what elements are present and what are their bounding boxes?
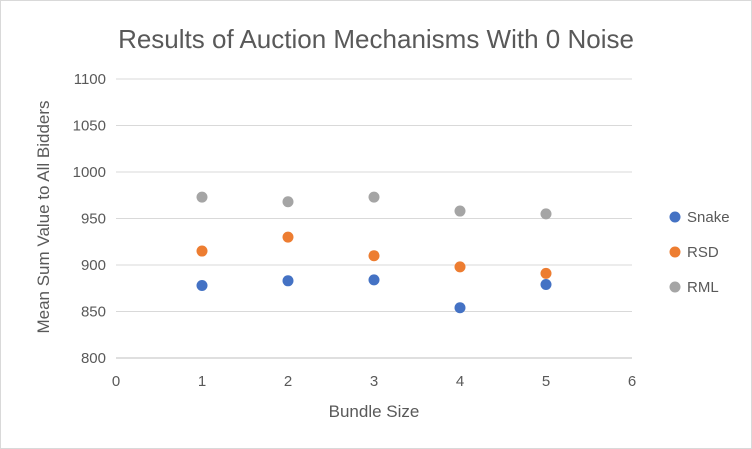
axes: 800 850 900 950 1000 1050 1100 0 1 2 3 4 5 6 — [73, 71, 637, 390]
data-point — [368, 274, 380, 286]
x-axis-label: Bundle Size — [329, 402, 420, 421]
y-axis-label: Mean Sum Value to All Bidders — [34, 100, 53, 333]
x-tick-label: 3 — [370, 373, 378, 390]
legend-label: RML — [687, 279, 719, 296]
series-snake — [196, 274, 552, 314]
x-tick-label: 0 — [112, 373, 120, 390]
data-point — [282, 231, 294, 243]
y-tick-label: 950 — [81, 211, 106, 228]
y-tick-label: 1000 — [73, 164, 106, 181]
legend-marker — [669, 211, 681, 223]
legend-marker — [669, 246, 681, 258]
data-point — [282, 196, 294, 208]
legend-label: RSD — [687, 244, 719, 261]
series-rsd — [196, 231, 552, 279]
x-tick-label: 6 — [628, 373, 636, 390]
data-point — [454, 205, 466, 217]
data-point — [196, 245, 208, 257]
x-tick-label: 5 — [542, 373, 550, 390]
data-point — [454, 261, 466, 273]
data-point — [368, 191, 380, 203]
data-point — [368, 250, 380, 262]
data-points — [196, 191, 552, 314]
y-tick-label: 800 — [81, 350, 106, 367]
data-point — [282, 275, 294, 287]
data-point — [540, 279, 552, 291]
series-rml — [196, 191, 552, 220]
x-tick-label: 4 — [456, 373, 464, 390]
y-tick-label: 1050 — [73, 118, 106, 135]
data-point — [196, 191, 208, 203]
data-point — [196, 279, 208, 291]
y-tick-label: 900 — [81, 257, 106, 274]
data-point — [540, 267, 552, 279]
legend-label: Snake — [687, 209, 730, 226]
x-tick-label: 1 — [198, 373, 206, 390]
legend-marker — [669, 281, 681, 293]
data-point — [454, 302, 466, 314]
y-tick-label: 1100 — [74, 71, 106, 88]
y-tick-label: 850 — [81, 304, 106, 321]
data-point — [540, 208, 552, 220]
chart-title: Results of Auction Mechanisms With 0 Noi… — [118, 24, 634, 54]
gridlines — [116, 78, 632, 312]
legend: Snake RSD RML — [669, 209, 730, 296]
x-tick-label: 2 — [284, 373, 292, 390]
